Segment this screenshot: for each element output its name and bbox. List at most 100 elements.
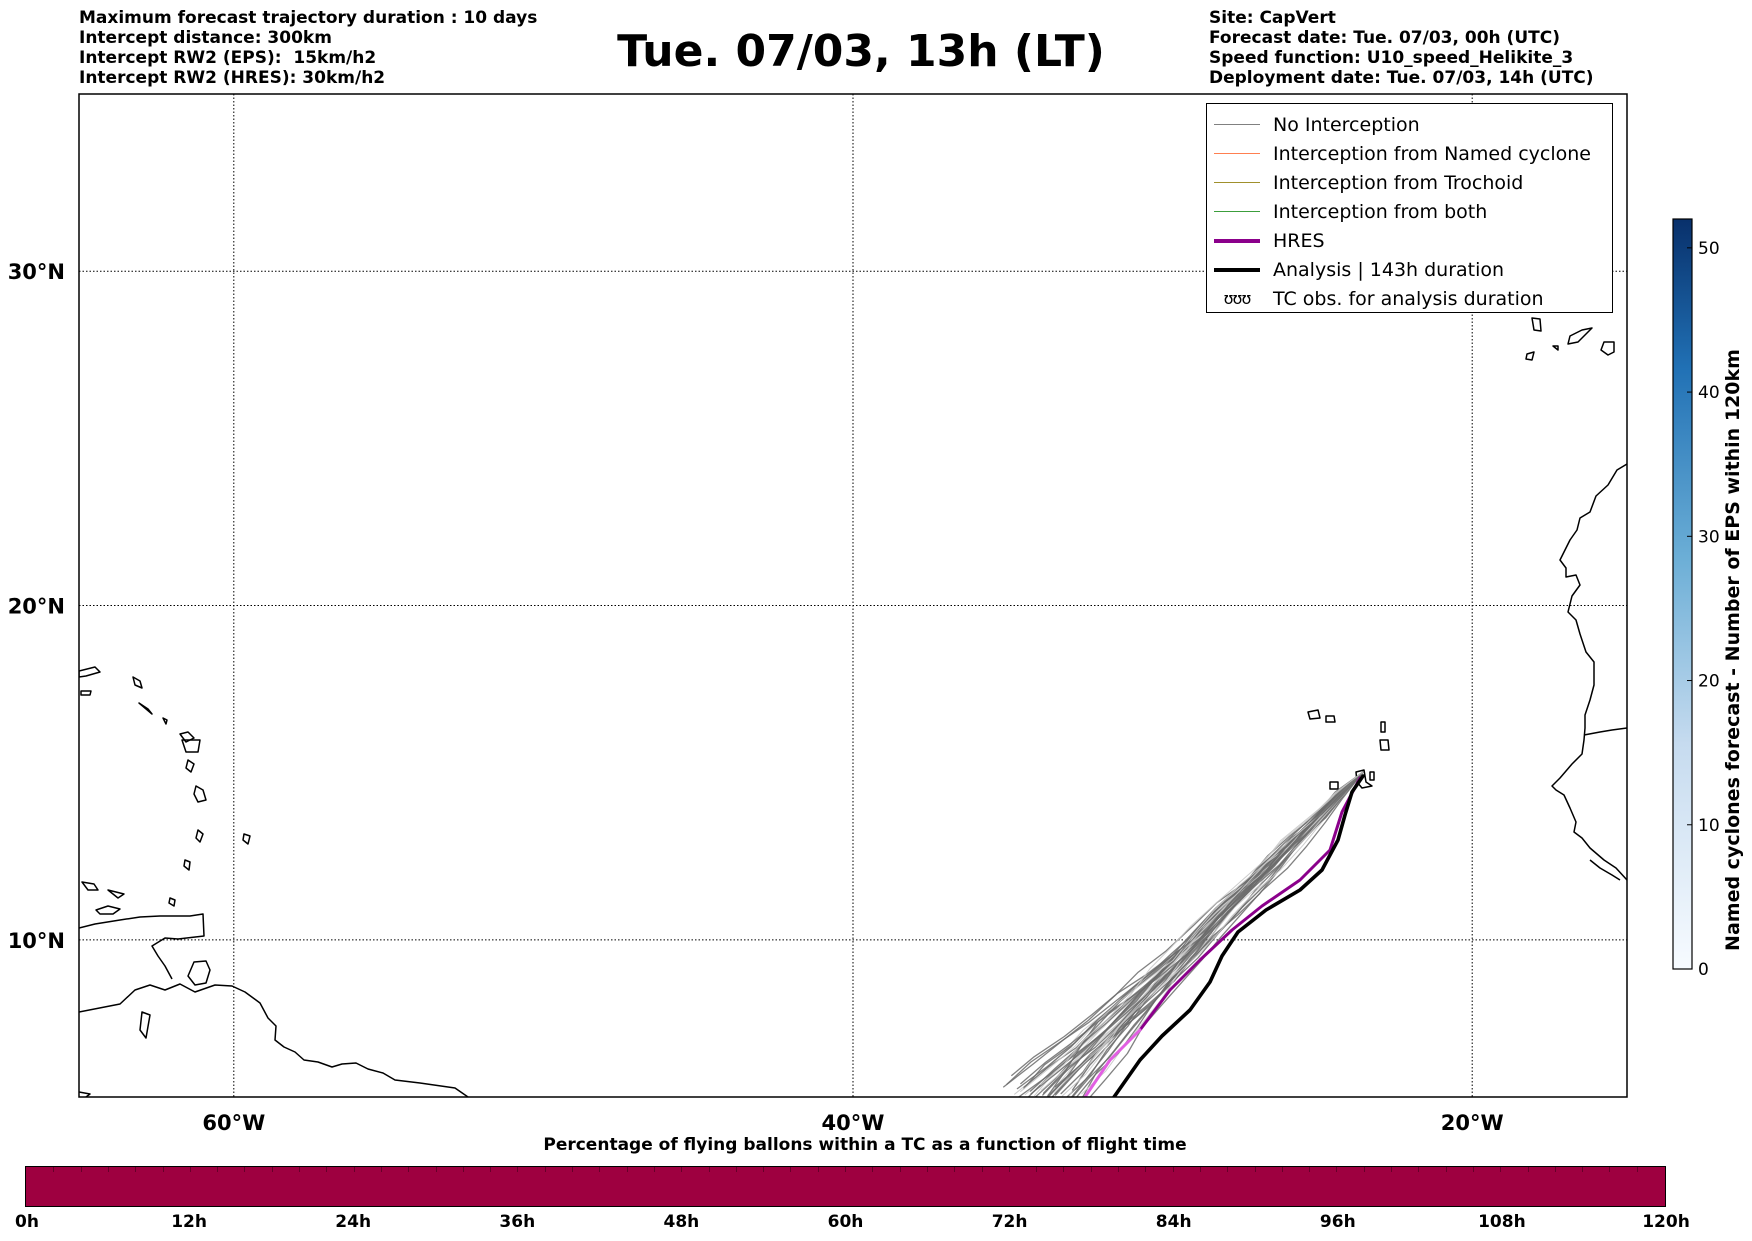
bottom-colorbar-cell-divider bbox=[380, 1167, 382, 1172]
bottom-colorbar-cell-divider bbox=[1554, 1167, 1556, 1172]
legend: No Interception Interception from Named c… bbox=[1206, 103, 1613, 313]
bottom-colorbar-cell-divider bbox=[217, 1167, 219, 1172]
bottom-colorbar-cell-divider bbox=[1636, 1167, 1638, 1172]
legend-swatch bbox=[1213, 231, 1261, 251]
bottom-colorbar-cell-divider bbox=[80, 1167, 82, 1172]
legend-label: TC obs. for analysis duration bbox=[1273, 287, 1544, 310]
hres-track-faded-line bbox=[1083, 1028, 1142, 1097]
eps-track-line bbox=[1089, 771, 1364, 1097]
eps-track-line bbox=[1020, 771, 1364, 1085]
colorbar-tick-label: 0 bbox=[1698, 960, 1709, 980]
bottom-colorbar-cell-divider bbox=[1254, 1167, 1256, 1172]
bottom-colorbar-tick-label: 72h bbox=[991, 1212, 1028, 1232]
lon-tick-label: 60°W bbox=[202, 1111, 265, 1135]
island-maio bbox=[1369, 771, 1375, 781]
legend-item: Interception from Trochoid bbox=[1213, 168, 1523, 197]
bottom-colorbar-cell-divider bbox=[954, 1167, 956, 1172]
bottom-colorbar-cell-divider bbox=[326, 1167, 328, 1172]
bottom-colorbar-cell-divider bbox=[1227, 1167, 1229, 1172]
bottom-colorbar-cell-divider bbox=[845, 1167, 846, 1172]
bottom-colorbar-cell-divider bbox=[544, 1167, 546, 1172]
header-left-line: Intercept RW2 (EPS): 15km/h2 bbox=[79, 48, 377, 68]
legend-item: ʊʊʊ TC obs. for analysis duration bbox=[1213, 284, 1544, 313]
legend-label: Interception from Trochoid bbox=[1273, 171, 1524, 194]
bottom-colorbar-cell-divider bbox=[1500, 1167, 1502, 1172]
colorbar-right-label: Named cyclones forecast - Number of EPS … bbox=[1722, 349, 1744, 951]
legend-swatch bbox=[1213, 260, 1261, 280]
bottom-colorbar-cell-divider bbox=[1118, 1167, 1119, 1172]
bottom-colorbar-cell-divider bbox=[189, 1167, 191, 1172]
hres-track-line bbox=[1138, 776, 1362, 1032]
bottom-colorbar-cell-divider bbox=[899, 1167, 901, 1172]
bottom-colorbar-cell-divider bbox=[1609, 1167, 1611, 1172]
tc-symbol-icon: ʊʊʊ bbox=[1223, 289, 1252, 308]
island-boavista bbox=[1379, 739, 1390, 751]
lon-tick-label: 20°W bbox=[1441, 1111, 1504, 1135]
bottom-colorbar-cell-divider bbox=[1063, 1167, 1065, 1172]
bottom-colorbar-cell-divider bbox=[353, 1167, 355, 1172]
island-antigua bbox=[181, 739, 201, 753]
analysis-track-line bbox=[1112, 774, 1365, 1097]
legend-swatch bbox=[1213, 202, 1261, 222]
bottom-colorbar-cell-divider bbox=[763, 1167, 765, 1172]
bottom-colorbar-cell-divider bbox=[517, 1167, 519, 1172]
legend-label: Interception from Named cyclone bbox=[1273, 142, 1591, 165]
plot-frame bbox=[78, 93, 1628, 1098]
header-right-line: Site: CapVert bbox=[1209, 8, 1336, 28]
island-fuerteventura bbox=[1567, 327, 1593, 345]
bottom-colorbar-tick-label: 0h bbox=[15, 1212, 39, 1232]
island-small4 bbox=[139, 1011, 151, 1039]
bottom-colorbar-cell-divider bbox=[135, 1167, 137, 1172]
header-right: Site: CapVert Forecast date: Tue. 07/03,… bbox=[1209, 8, 1594, 88]
bottom-colorbar-cell-divider bbox=[162, 1167, 164, 1172]
island-saovicente bbox=[1325, 715, 1336, 723]
bottom-colorbar-cell-divider bbox=[490, 1167, 492, 1172]
bottom-colorbar-tick-label: 24h bbox=[335, 1212, 372, 1232]
legend-swatch bbox=[1213, 173, 1261, 193]
coast-bottom-left bbox=[79, 1091, 91, 1097]
header-right-line: Deployment date: Tue. 07/03, 14h (UTC) bbox=[1209, 68, 1594, 88]
bottom-colorbar-tick-label: 48h bbox=[663, 1212, 700, 1232]
island-grancanaria bbox=[1600, 341, 1615, 356]
bottom-colorbar-cell-divider bbox=[1008, 1167, 1010, 1172]
coast-senegal-inlets bbox=[1583, 727, 1627, 736]
legend-label: Interception from both bbox=[1273, 200, 1488, 223]
bottom-colorbar-tick-label: 36h bbox=[499, 1212, 536, 1232]
bottom-colorbar-cell-divider bbox=[626, 1167, 628, 1172]
bottom-colorbar-cell-divider bbox=[1391, 1167, 1392, 1172]
bottom-colorbar-cell-divider bbox=[1036, 1167, 1038, 1172]
colorbar-tick-label: 30 bbox=[1698, 527, 1720, 547]
bottom-colorbar-cell-divider bbox=[244, 1167, 246, 1172]
bottom-colorbar-cell-divider bbox=[735, 1167, 737, 1172]
bottom-colorbar-cell-divider bbox=[1418, 1167, 1420, 1172]
map-title: Tue. 07/03, 13h (LT) bbox=[617, 26, 1105, 77]
bottom-colorbar-cell-divider bbox=[53, 1167, 55, 1172]
bottom-colorbar-cell-divider bbox=[790, 1167, 792, 1172]
eps-track-line bbox=[1040, 771, 1364, 1086]
bottom-colorbar-cell-divider bbox=[681, 1167, 683, 1172]
coastlines bbox=[79, 317, 1627, 1097]
bottom-colorbar-cell-divider bbox=[1090, 1167, 1092, 1172]
bottom-colorbar-tick-label: 60h bbox=[827, 1212, 864, 1232]
colorbar-tick-label: 50 bbox=[1698, 239, 1720, 259]
bottom-colorbar-title: Percentage of flying ballons within a TC… bbox=[543, 1135, 1187, 1155]
bottom-colorbar-cell-divider bbox=[1582, 1167, 1584, 1172]
bottom-colorbar-tick-label: 96h bbox=[1319, 1212, 1356, 1232]
island-bonaire bbox=[107, 889, 125, 899]
bottom-colorbar-cell-divider bbox=[572, 1167, 573, 1172]
eps-track-line bbox=[1042, 771, 1364, 1094]
lat-tick-label: 20°N bbox=[8, 595, 65, 619]
bottom-colorbar-tick-label: 12h bbox=[171, 1212, 207, 1232]
island-barbados bbox=[242, 833, 251, 845]
bottom-colorbar-tick-label: 84h bbox=[1155, 1212, 1192, 1232]
island-vi bbox=[80, 690, 92, 696]
colorbar-tick-label: 20 bbox=[1698, 672, 1720, 692]
legend-label: HRES bbox=[1273, 229, 1325, 252]
bottom-colorbar-cell-divider bbox=[1363, 1167, 1365, 1172]
bottom-colorbar-cell-divider bbox=[408, 1167, 410, 1172]
lon-tick-label: 40°W bbox=[822, 1111, 885, 1135]
island-lagomera bbox=[1552, 345, 1559, 351]
bottom-colorbar-cell-divider bbox=[653, 1167, 655, 1172]
colorbar-right: 0 10 20 30 40 50 bbox=[1672, 218, 1720, 980]
